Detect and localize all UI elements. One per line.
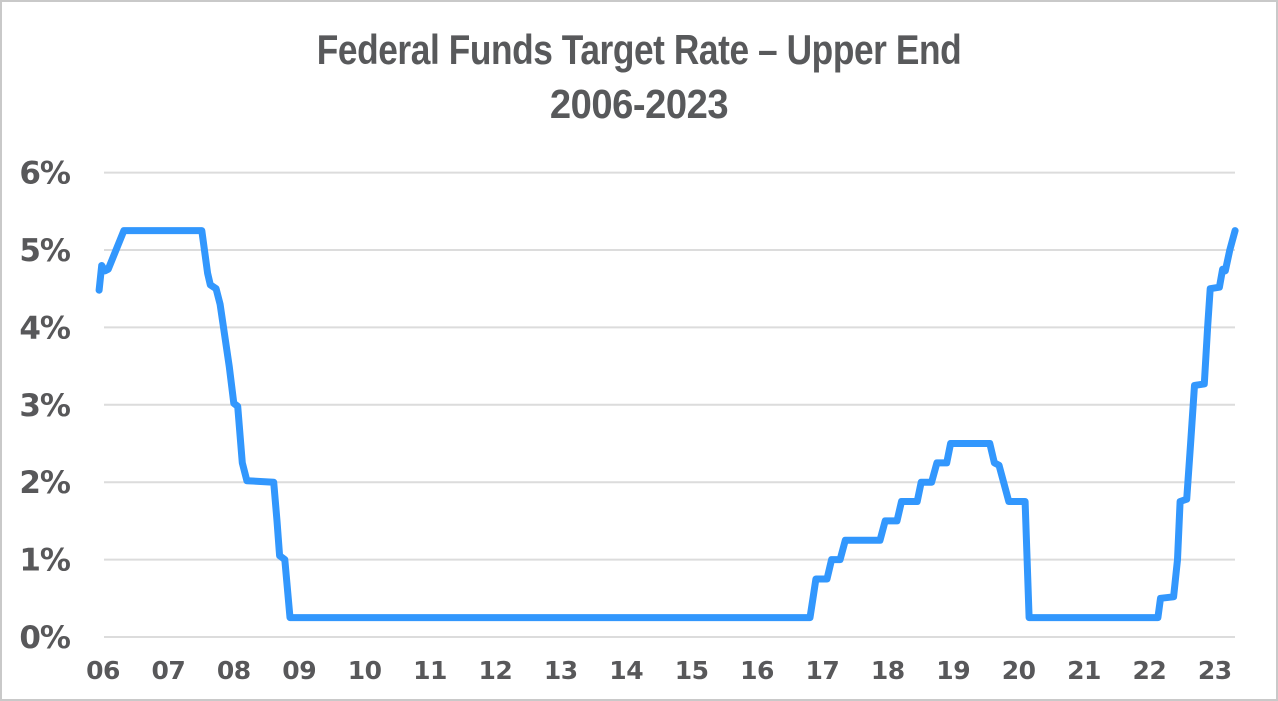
x-tick-label: 10 — [348, 656, 382, 685]
x-tick-label: 19 — [936, 656, 970, 685]
x-tick-label: 14 — [609, 656, 643, 685]
x-tick-label: 08 — [217, 656, 251, 685]
y-tick-label: 4% — [19, 310, 71, 346]
x-tick-label: 18 — [871, 656, 905, 685]
chart-subtitle: 2006-2023 — [549, 81, 729, 127]
y-tick-label: 3% — [19, 388, 71, 424]
x-tick-label: 21 — [1067, 656, 1101, 685]
x-tick-label: 07 — [152, 656, 186, 685]
x-tick-label: 15 — [675, 656, 709, 685]
x-tick-label: 16 — [740, 656, 774, 685]
y-tick-label: 1% — [19, 543, 71, 579]
chart-title: Federal Funds Target Rate – Upper End — [316, 26, 962, 73]
x-tick-label: 20 — [1002, 656, 1036, 685]
x-tick-label: 11 — [413, 656, 447, 685]
x-tick-label: 22 — [1133, 656, 1167, 685]
x-tick-label: 09 — [282, 656, 316, 685]
x-tick-label: 12 — [479, 656, 513, 685]
y-tick-label: 5% — [19, 233, 71, 269]
x-tick-label: 13 — [544, 656, 578, 685]
x-tick-label: 17 — [806, 656, 840, 685]
rate-line — [95, 227, 1239, 622]
y-tick-label: 6% — [19, 156, 71, 192]
y-tick-label: 2% — [19, 465, 71, 501]
x-tick-label: 06 — [86, 656, 120, 685]
x-tick-label: 23 — [1198, 656, 1232, 685]
y-tick-label: 0% — [19, 620, 71, 656]
